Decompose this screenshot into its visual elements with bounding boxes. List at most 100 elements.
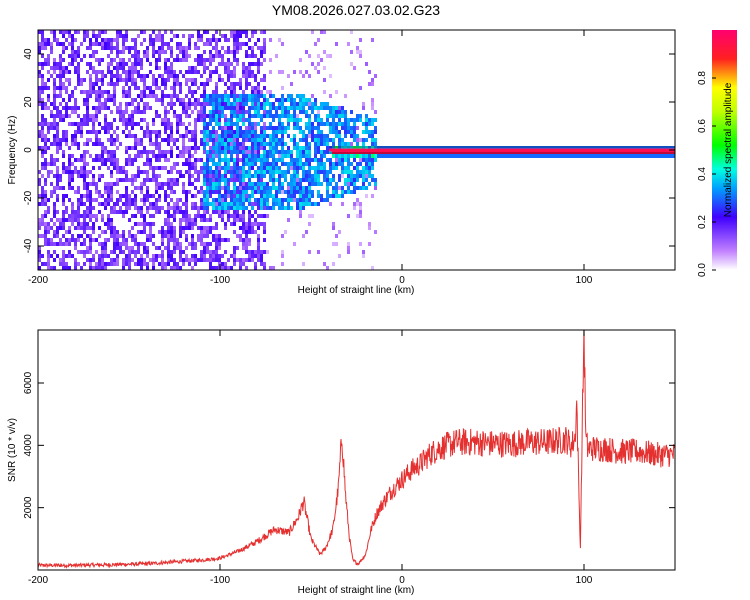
heatmap-cell [221, 206, 224, 210]
heatmap-cell [113, 150, 116, 154]
heatmap-cell [344, 110, 347, 114]
heatmap-cell [53, 102, 56, 106]
heatmap-cell [167, 218, 170, 222]
heatmap-cell [287, 194, 290, 198]
colorbar-label: Normalized spectral amplitude [723, 82, 734, 217]
heatmap-cell [107, 218, 110, 222]
heatmap-cell [278, 182, 281, 186]
heatmap-cell [125, 34, 128, 38]
heatmap-cell [302, 166, 305, 170]
heatmap-cell [104, 186, 107, 190]
heatmap-cell [191, 202, 194, 206]
heatmap-cell [275, 194, 278, 198]
heatmap-cell [347, 142, 350, 146]
heatmap-cell [116, 182, 119, 186]
heatmap-cell [371, 130, 374, 134]
heatmap-cell [182, 226, 185, 230]
heatmap-cell [329, 150, 332, 154]
heatmap-cell [308, 198, 311, 202]
heatmap-cell [170, 146, 173, 150]
heatmap-cell [239, 34, 242, 38]
heatmap-cell [110, 210, 113, 214]
heatmap-cell [317, 174, 320, 178]
heatmap-cell [230, 118, 233, 122]
heatmap-cell [542, 154, 545, 158]
heatmap-cell [413, 146, 416, 150]
heatmap-cell [122, 118, 125, 122]
heatmap-cell [248, 134, 251, 138]
heatmap-cell [104, 106, 107, 110]
heatmap-cell [224, 134, 227, 138]
heatmap-cell [158, 198, 161, 202]
heatmap-cell [107, 62, 110, 66]
heatmap-cell [149, 94, 152, 98]
heatmap-cell [218, 142, 221, 146]
heatmap-cell [320, 58, 323, 62]
heatmap-cell [662, 154, 665, 158]
heatmap-cell [125, 258, 128, 262]
heatmap-cell [206, 246, 209, 250]
heatmap-cell [158, 46, 161, 50]
heatmap-cell [248, 182, 251, 186]
heatmap-cell [116, 146, 119, 150]
heatmap-cell [62, 98, 65, 102]
heatmap-cell [188, 38, 191, 42]
heatmap-cell [449, 146, 452, 150]
heatmap-cell [602, 146, 605, 150]
heatmap-cell [107, 198, 110, 202]
heatmap-cell [239, 186, 242, 190]
heatmap-cell [128, 250, 131, 254]
heatmap-cell [269, 134, 272, 138]
heatmap-cell [353, 126, 356, 130]
heatmap-cell [371, 122, 374, 126]
heatmap-cell [125, 242, 128, 246]
heatmap-cell [98, 258, 101, 262]
heatmap-cell [251, 166, 254, 170]
heatmap-cell [326, 54, 329, 58]
heatmap-cell [146, 246, 149, 250]
heatmap-cell [71, 218, 74, 222]
heatmap-cell [161, 182, 164, 186]
heatmap-cell [53, 186, 56, 190]
heatmap-cell [317, 110, 320, 114]
heatmap-cell [254, 30, 257, 34]
heatmap-cell [128, 146, 131, 150]
heatmap-cell [92, 114, 95, 118]
heatmap-cell [149, 70, 152, 74]
heatmap-cell [197, 158, 200, 162]
heatmap-cell [119, 50, 122, 54]
heatmap-cell [68, 254, 71, 258]
heatmap-cell [236, 134, 239, 138]
heatmap-cell [152, 234, 155, 238]
heatmap-cell [410, 146, 413, 150]
heatmap-cell [539, 146, 542, 150]
heatmap-cell [71, 154, 74, 158]
heatmap-cell [62, 266, 65, 270]
heatmap-cell [158, 174, 161, 178]
heatmap-cell [386, 146, 389, 150]
heatmap-cell [215, 114, 218, 118]
heatmap-cell [41, 146, 44, 150]
heatmap-cell [233, 178, 236, 182]
heatmap-cell [323, 134, 326, 138]
heatmap-cell [101, 142, 104, 146]
heatmap-cell [194, 218, 197, 222]
heatmap-cell [131, 182, 134, 186]
heatmap-cell [293, 190, 296, 194]
heatmap-cell [218, 158, 221, 162]
heatmap-cell [113, 182, 116, 186]
heatmap-cell [239, 118, 242, 122]
heatmap-cell [167, 42, 170, 46]
heatmap-cell [86, 130, 89, 134]
heatmap-cell [134, 46, 137, 50]
heatmap-cell [233, 90, 236, 94]
heatmap-cell [590, 154, 593, 158]
heatmap-cell [155, 158, 158, 162]
heatmap-cell [530, 150, 533, 154]
heatmap-cell [317, 142, 320, 146]
heatmap-cell [215, 110, 218, 114]
heatmap-cell [248, 110, 251, 114]
heatmap-cell [248, 174, 251, 178]
heatmap-cell [338, 162, 341, 166]
heatmap-cell [305, 194, 308, 198]
